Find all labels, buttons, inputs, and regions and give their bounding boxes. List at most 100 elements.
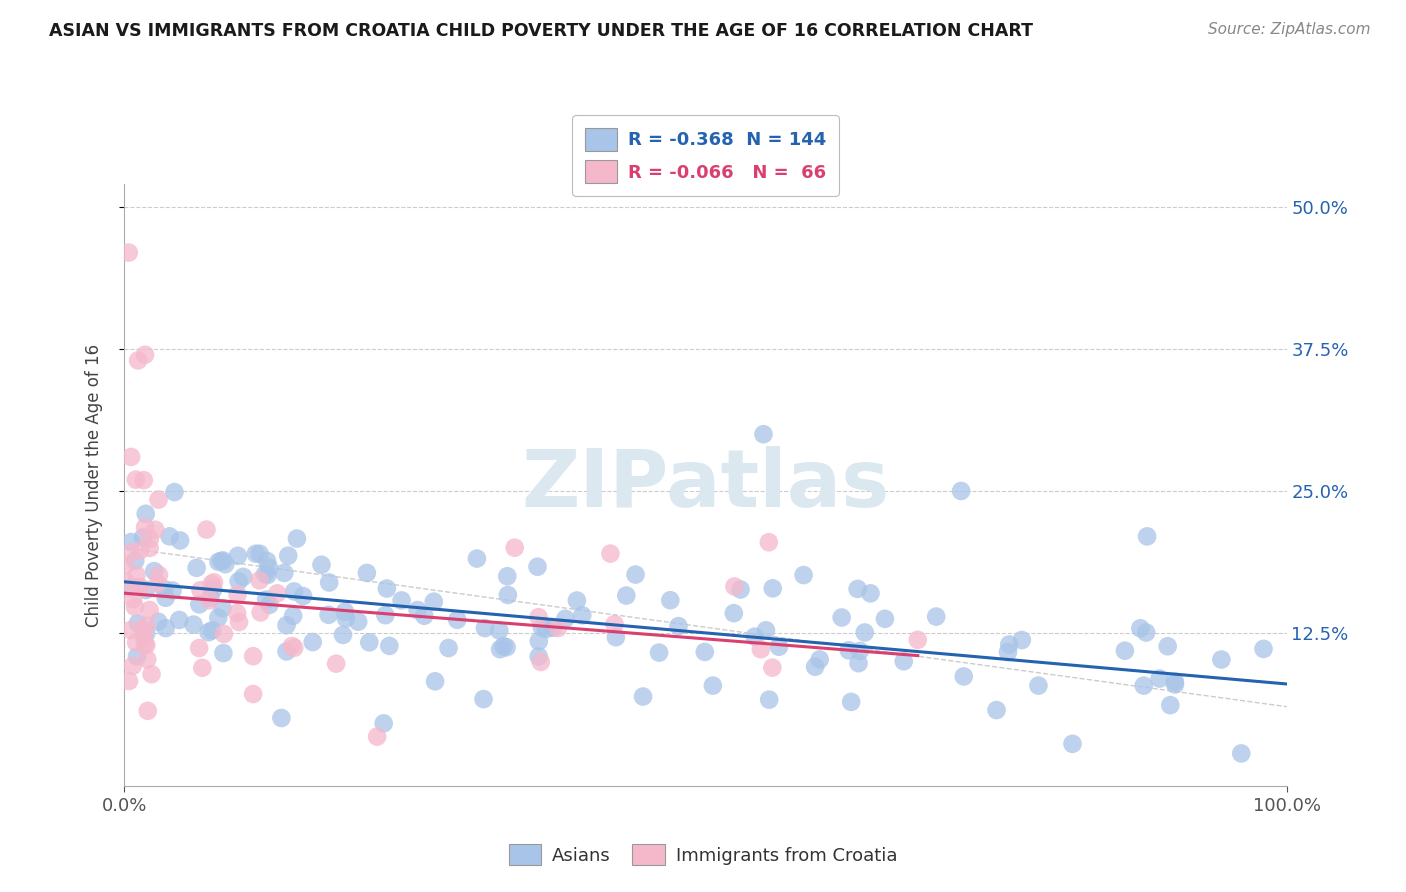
Point <box>1135 625 1157 640</box>
Point <box>1253 641 1275 656</box>
Point <box>1132 679 1154 693</box>
Point <box>526 559 548 574</box>
Point <box>136 704 159 718</box>
Point <box>423 674 446 689</box>
Point <box>488 624 510 638</box>
Point <box>141 667 163 681</box>
Point <box>702 679 724 693</box>
Point <box>249 547 271 561</box>
Point <box>209 554 232 568</box>
Point <box>270 711 292 725</box>
Point <box>253 567 276 582</box>
Point <box>143 564 166 578</box>
Point <box>547 621 569 635</box>
Point <box>146 576 169 591</box>
Point <box>128 581 150 595</box>
Point <box>986 703 1008 717</box>
Point <box>202 582 225 597</box>
Point <box>853 625 876 640</box>
Point <box>242 649 264 664</box>
Point <box>188 641 211 656</box>
Point <box>273 566 295 580</box>
Point <box>276 644 298 658</box>
Point <box>465 551 488 566</box>
Point <box>283 640 305 655</box>
Point <box>190 583 212 598</box>
Point <box>226 606 249 620</box>
Point <box>571 608 593 623</box>
Point <box>839 695 862 709</box>
Point <box>138 603 160 617</box>
Point <box>256 554 278 568</box>
Point <box>188 598 211 612</box>
Point <box>758 535 780 549</box>
Point <box>124 599 146 614</box>
Point <box>186 561 208 575</box>
Point <box>534 622 557 636</box>
Point <box>391 593 413 607</box>
Point <box>120 623 142 637</box>
Point <box>950 483 973 498</box>
Point <box>1129 621 1152 635</box>
Point <box>752 427 775 442</box>
Point <box>138 541 160 555</box>
Point <box>437 641 460 656</box>
Legend: R = -0.368  N = 144, R = -0.066   N =  66: R = -0.368 N = 144, R = -0.066 N = 66 <box>572 115 839 196</box>
Point <box>997 645 1019 659</box>
Point <box>135 582 157 597</box>
Point <box>659 593 682 607</box>
Point <box>127 616 149 631</box>
Point <box>135 626 157 640</box>
Y-axis label: Child Poverty Under the Age of 16: Child Poverty Under the Age of 16 <box>86 343 103 627</box>
Point <box>849 644 872 658</box>
Point <box>292 589 315 603</box>
Point <box>118 245 141 260</box>
Point <box>693 645 716 659</box>
Point <box>254 592 277 607</box>
Point <box>925 609 948 624</box>
Point <box>159 529 181 543</box>
Point <box>831 610 853 624</box>
Point <box>565 593 588 607</box>
Point <box>211 601 233 615</box>
Point <box>148 568 170 582</box>
Point <box>198 593 221 607</box>
Point <box>318 575 340 590</box>
Point <box>1028 679 1050 693</box>
Point <box>118 673 141 688</box>
Point <box>125 473 148 487</box>
Point <box>762 582 785 596</box>
Point <box>603 617 626 632</box>
Point <box>998 638 1021 652</box>
Point <box>283 608 305 623</box>
Point <box>139 532 162 546</box>
Point <box>1011 633 1033 648</box>
Point <box>873 612 896 626</box>
Point <box>374 608 396 623</box>
Point <box>197 625 219 640</box>
Point <box>808 652 831 666</box>
Point <box>132 631 155 645</box>
Point <box>228 615 250 629</box>
Point <box>527 634 550 648</box>
Point <box>848 656 870 670</box>
Point <box>195 523 218 537</box>
Point <box>311 558 333 572</box>
Point <box>163 485 186 500</box>
Point <box>859 586 882 600</box>
Point <box>120 546 142 560</box>
Point <box>134 637 156 651</box>
Text: ASIAN VS IMMIGRANTS FROM CROATIA CHILD POVERTY UNDER THE AGE OF 16 CORRELATION C: ASIAN VS IMMIGRANTS FROM CROATIA CHILD P… <box>49 22 1033 40</box>
Point <box>1136 529 1159 543</box>
Point <box>155 591 177 605</box>
Point <box>249 606 271 620</box>
Point <box>202 575 225 590</box>
Point <box>496 569 519 583</box>
Point <box>212 627 235 641</box>
Point <box>135 638 157 652</box>
Point <box>125 635 148 649</box>
Point <box>128 543 150 558</box>
Point <box>249 574 271 588</box>
Point <box>838 643 860 657</box>
Point <box>135 618 157 632</box>
